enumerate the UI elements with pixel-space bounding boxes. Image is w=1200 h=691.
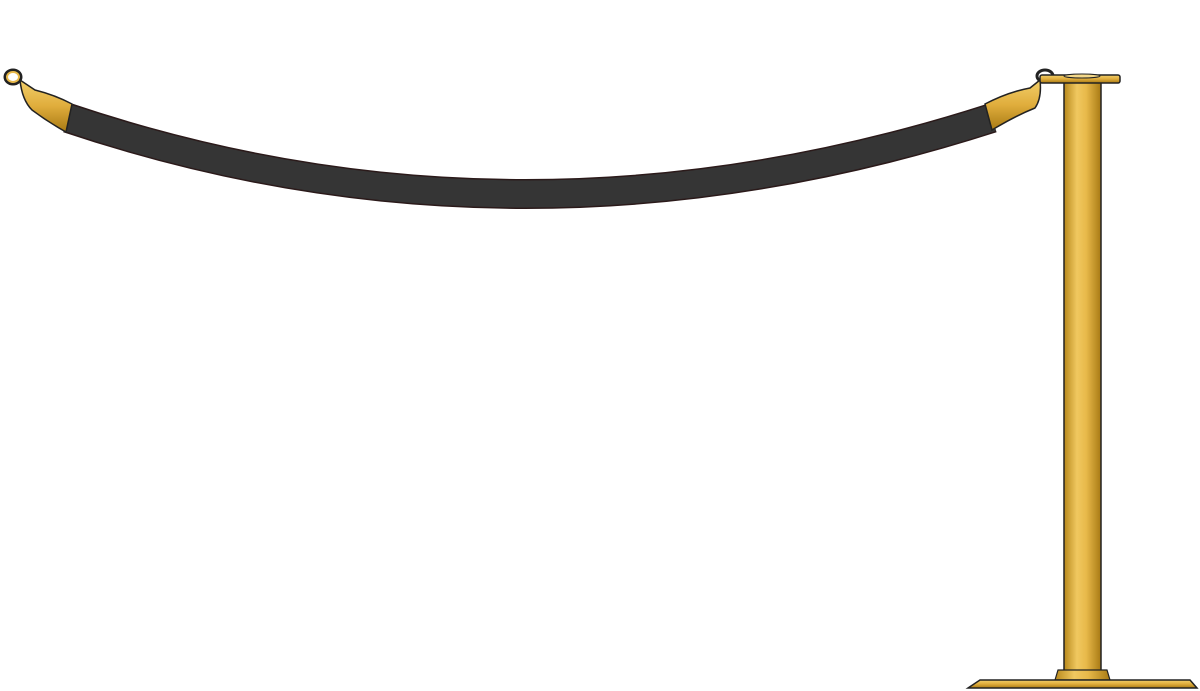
left-hook-ring — [3, 68, 23, 86]
post-top-disc — [1063, 73, 1101, 79]
post-shaft — [1063, 79, 1102, 681]
stanchion-post — [965, 73, 1199, 689]
left-rope-end — [3, 68, 73, 134]
left-end-cap — [19, 78, 73, 134]
rope — [63, 105, 997, 208]
left-hook-ring-gold — [6, 71, 20, 83]
right-end-cap — [984, 78, 1042, 132]
post-base — [965, 679, 1199, 689]
post-collar — [1054, 669, 1111, 681]
